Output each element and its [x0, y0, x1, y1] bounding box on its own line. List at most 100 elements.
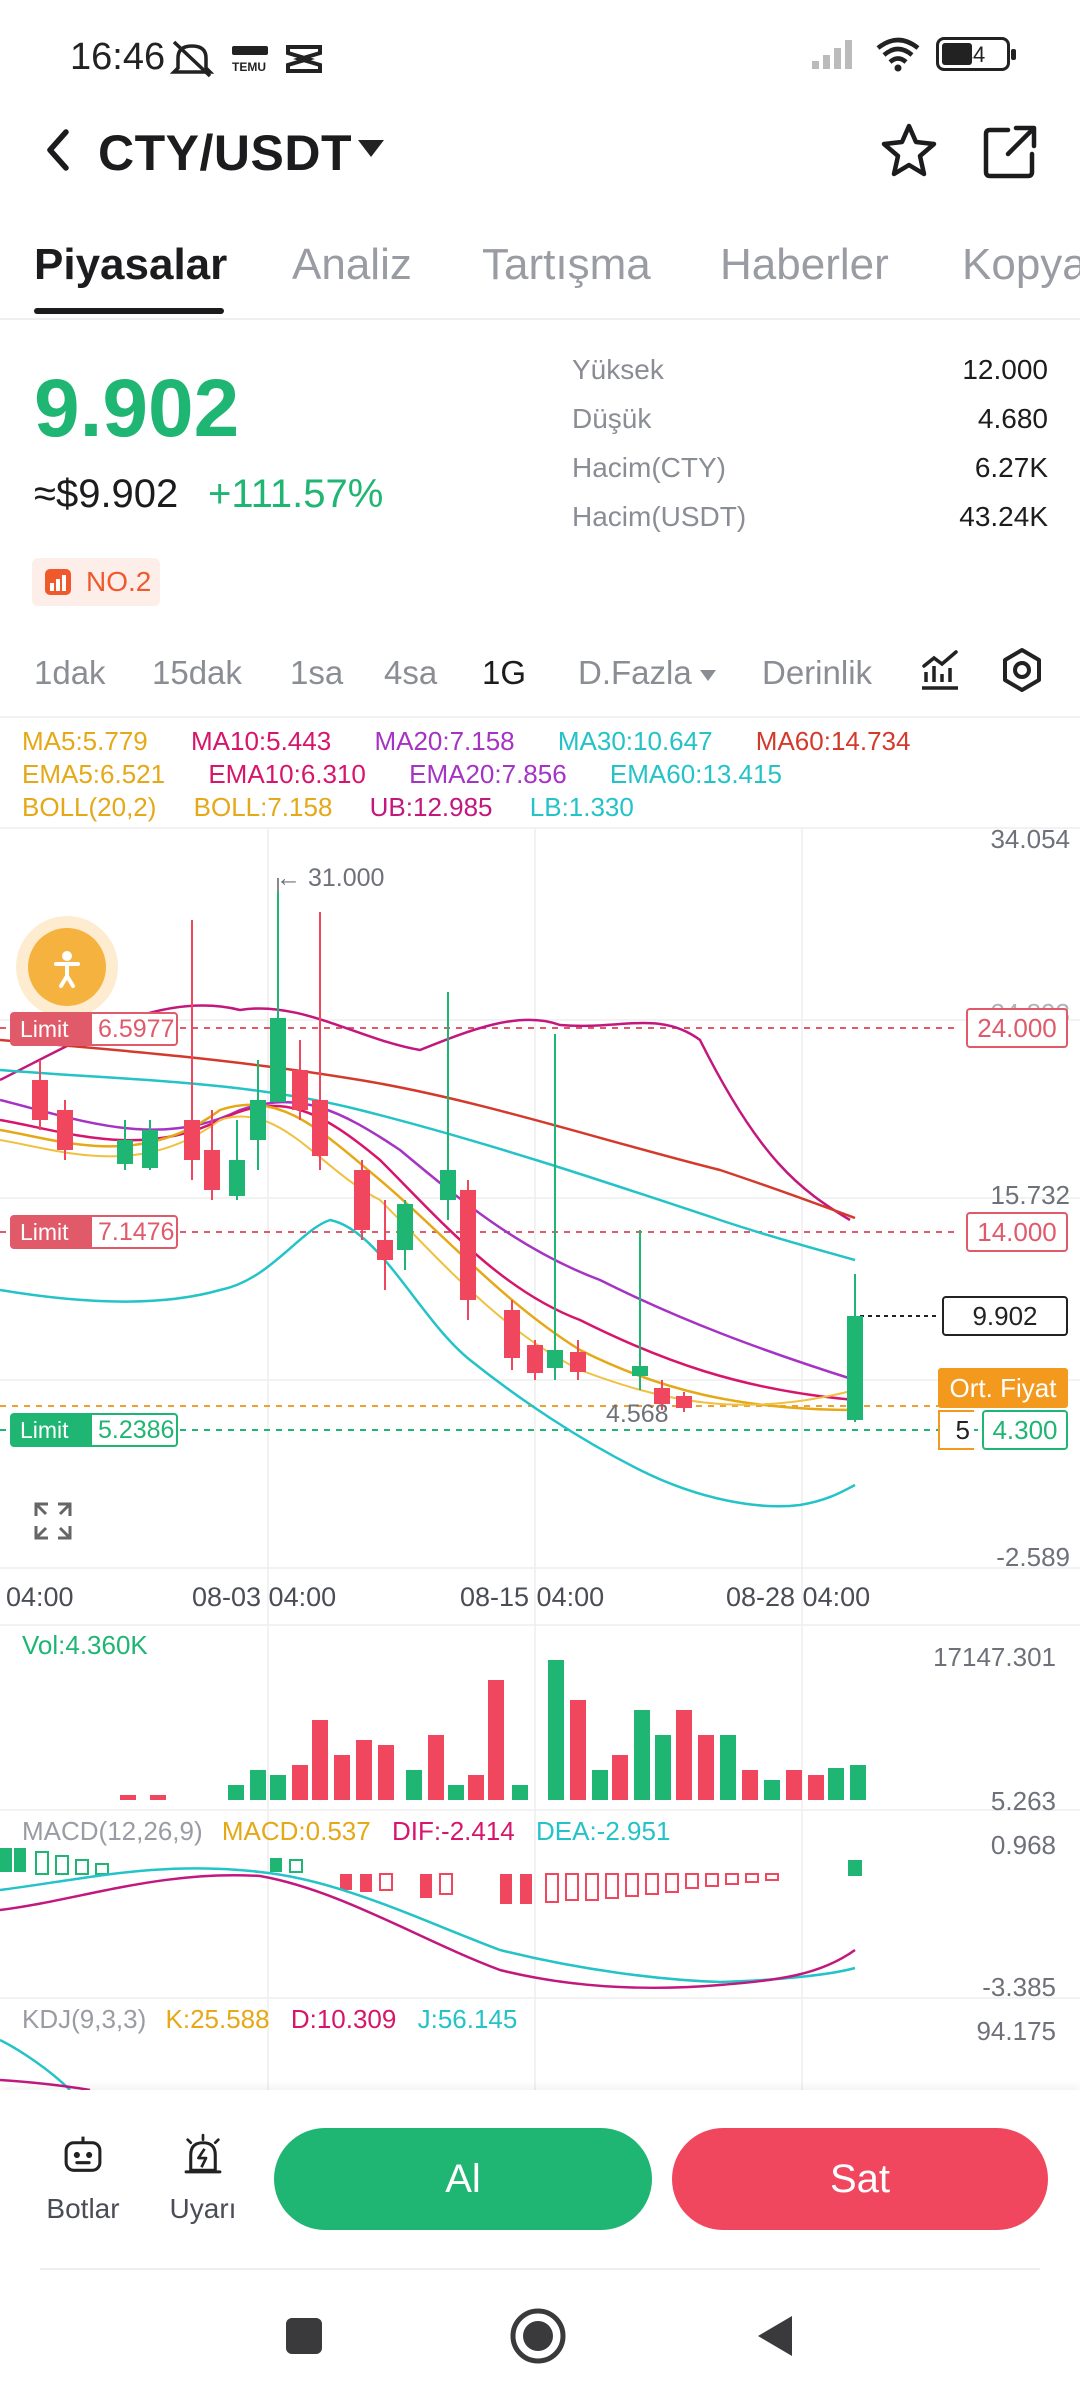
bots-label: Botlar: [46, 2193, 120, 2224]
limit-order-3-label: Limit: [12, 1415, 92, 1445]
timeframe-1g[interactable]: 1G: [482, 654, 527, 691]
legend-ema60: EMA60:13.415: [609, 759, 782, 789]
stat-value-low: 4.680: [977, 403, 1048, 434]
timeframe-divider: [0, 716, 1080, 718]
volume-min: 5.263: [990, 1786, 1056, 1816]
order-price-tag-2: 14.000: [966, 1212, 1068, 1252]
legend-boll-lb: LB:1.330: [529, 792, 634, 822]
x-axis-label-4: 08-28 04:00: [726, 1582, 871, 1612]
alerts-button[interactable]: Uyarı: [160, 2132, 246, 2225]
tab-tartisma[interactable]: Tartışma: [482, 240, 651, 289]
rank-badge[interactable]: NO.2: [32, 558, 160, 606]
tab-piyasalar[interactable]: Piyasalar: [34, 240, 228, 289]
stat-label-volume-usdt: Hacim(USDT): [572, 501, 747, 532]
timeframe-4sa[interactable]: 4sa: [384, 654, 438, 691]
kdj-max: 94.175: [976, 2016, 1056, 2046]
back-triangle-icon: [758, 2316, 792, 2356]
legend-ema10: EMA10:6.310: [208, 759, 366, 789]
share-button[interactable]: [980, 122, 1040, 182]
tab-analiz[interactable]: Analiz: [292, 240, 412, 289]
ema-legend-row: EMA5:6.521 EMA10:6.310 EMA20:7.856 EMA60…: [22, 759, 782, 790]
share-icon: [983, 125, 1037, 179]
stat-label-volume-cty: Hacim(CTY): [572, 452, 726, 483]
timeframe-more[interactable]: D.Fazla: [578, 654, 716, 692]
capcut-app-icon: [286, 45, 322, 73]
ma-legend-row: MA5:5.779 MA10:5.443 MA20:7.158 MA30:10.…: [22, 726, 910, 757]
order-price-tag-1: 24.000: [966, 1008, 1068, 1048]
kdj-d: D:10.309: [290, 2004, 397, 2034]
limit-order-1[interactable]: Limit 6.5977: [10, 1012, 178, 1046]
sell-button[interactable]: Sat: [672, 2128, 1048, 2230]
caret-down-icon: [699, 669, 716, 681]
boll-legend-row: BOLL(20,2) BOLL:7.158 UB:12.985 LB:1.330: [22, 792, 634, 823]
legend-boll: BOLL:7.158: [193, 792, 333, 822]
macd-dif: DIF:-2.414: [391, 1816, 515, 1846]
back-nav-button[interactable]: [752, 2312, 800, 2360]
tab-kopya[interactable]: Kopya: [962, 240, 1080, 289]
back-arrow-icon: [47, 129, 69, 171]
active-tab-indicator: [34, 308, 224, 314]
stat-label-high: Yüksek: [572, 354, 664, 385]
star-icon: [881, 123, 937, 177]
kdj-k: K:25.588: [165, 2004, 270, 2034]
legend-ma60: MA60:14.734: [755, 726, 911, 756]
timeframe-depth[interactable]: Derinlik: [762, 654, 873, 691]
recents-button[interactable]: [280, 2312, 328, 2360]
chart-settings-button[interactable]: [998, 646, 1046, 699]
alerts-label: Uyarı: [169, 2193, 237, 2224]
stat-value-high: 12.000: [962, 354, 1048, 385]
stat-value-volume-usdt: 43.24K: [959, 501, 1048, 532]
floating-assist-button[interactable]: [28, 928, 106, 1006]
order-price-tag-3: 4.300: [982, 1410, 1068, 1450]
favorite-button[interactable]: [878, 120, 940, 182]
legend-ma20: MA20:7.158: [374, 726, 515, 756]
candlestick-chart[interactable]: [0, 820, 1080, 2090]
tabs-divider: [0, 318, 1080, 320]
limit-order-2-value: 7.1476: [98, 1218, 175, 1246]
y-axis-top: 34.054: [990, 824, 1070, 854]
avg-price-partial: 5: [938, 1410, 974, 1450]
y-axis-bottom: -2.589: [996, 1542, 1070, 1572]
kdj-params: KDJ(9,3,3): [22, 2004, 147, 2034]
nav-divider: [40, 2268, 1040, 2270]
stat-value-volume-cty: 6.27K: [974, 452, 1048, 483]
pair-selector[interactable]: CTY/USDT: [98, 125, 352, 181]
limit-order-1-value: 6.5977: [98, 1015, 175, 1043]
limit-order-1-label: Limit: [12, 1014, 92, 1044]
chart-type-button[interactable]: [918, 648, 962, 697]
legend-ma5: MA5:5.779: [22, 726, 148, 756]
volume-max: 17147.301: [933, 1642, 1056, 1672]
home-button[interactable]: [508, 2306, 568, 2366]
buy-button[interactable]: Al: [274, 2128, 652, 2230]
x-axis-label-1: 04:00: [6, 1582, 74, 1612]
kdj-j: J:56.145: [417, 2004, 518, 2034]
assist-person-icon: [54, 951, 80, 988]
legend-ema20: EMA20:7.856: [409, 759, 567, 789]
battery-icon: 44: [936, 37, 1016, 71]
min-price-marker: 4.568: [606, 1400, 669, 1428]
max-price-marker: ← 31.000: [276, 864, 385, 892]
last-price: 9.902: [34, 363, 240, 454]
tab-haberler[interactable]: Haberler: [720, 240, 889, 289]
timeframe-1dak[interactable]: 1dak: [34, 654, 106, 691]
square-icon: [286, 2318, 322, 2354]
settings-hex-icon: [1003, 648, 1041, 692]
kdj-legend-row: KDJ(9,3,3) K:25.588 D:10.309 J:56.145: [22, 2004, 517, 2035]
robot-icon: [64, 2136, 102, 2172]
caret-down-icon[interactable]: [358, 140, 384, 157]
temu-app-icon: TEMU: [232, 46, 268, 74]
timeframe-1sa[interactable]: 1sa: [290, 654, 344, 691]
timeframe-more-label: D.Fazla: [578, 654, 692, 691]
timeframe-15dak[interactable]: 15dak: [152, 654, 242, 691]
fullscreen-button[interactable]: [32, 1500, 74, 1547]
status-time: 16:46: [70, 36, 166, 78]
rank-text: NO.2: [86, 566, 152, 597]
battery-level: 44: [960, 42, 986, 67]
limit-order-3[interactable]: Limit 5.2386: [10, 1413, 178, 1447]
macd-params: MACD(12,26,9): [22, 1816, 203, 1846]
back-button[interactable]: [30, 120, 90, 180]
limit-order-2[interactable]: Limit 7.1476: [10, 1215, 178, 1249]
fullscreen-icon: [34, 1502, 72, 1540]
stat-label-low: Düşük: [572, 403, 652, 434]
bots-button[interactable]: Botlar: [40, 2132, 126, 2225]
